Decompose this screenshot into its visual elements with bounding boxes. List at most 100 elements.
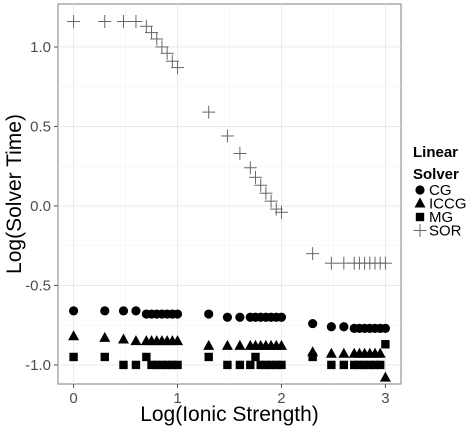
point-cg	[380, 323, 391, 333]
y-tick-label: 0.5	[30, 118, 51, 135]
point-mg	[152, 360, 161, 370]
point-sor	[324, 256, 338, 270]
point-mg	[308, 352, 317, 362]
point-iccg	[68, 330, 80, 341]
point-mg	[277, 360, 286, 370]
point-sor	[306, 247, 320, 261]
point-iccg	[325, 347, 337, 358]
point-mg	[355, 360, 364, 370]
data-points	[67, 14, 392, 382]
point-cg	[118, 306, 129, 316]
point-mg	[360, 360, 369, 370]
point-cg	[68, 306, 79, 316]
point-mg	[251, 352, 260, 362]
y-tick-label: -0.5	[25, 277, 51, 294]
point-mg	[119, 360, 128, 370]
point-mg	[142, 352, 151, 362]
point-sor	[254, 178, 268, 192]
legend-label-sor: SOR	[429, 223, 462, 240]
point-mg	[376, 360, 385, 370]
point-sor	[233, 146, 247, 160]
point-mg	[327, 360, 336, 370]
axis-ticks: 0 1 2 3 -1.0 -0.5 0.0 0.5 1.0	[25, 39, 389, 407]
point-iccg	[203, 339, 215, 350]
point-mg	[261, 360, 271, 370]
x-tick-label: 3	[381, 390, 389, 407]
point-iccg	[379, 371, 391, 382]
point-sor	[171, 61, 185, 75]
y-tick-label: -1.0	[25, 357, 51, 374]
point-iccg	[275, 339, 287, 350]
point-cg	[308, 318, 318, 329]
point-iccg	[172, 335, 184, 346]
point-mg	[204, 352, 213, 362]
point-mg	[147, 360, 156, 370]
legend-key-iccg	[414, 197, 426, 208]
point-mg	[69, 352, 78, 362]
point-mg	[365, 360, 375, 370]
point-cg	[276, 312, 287, 322]
point-mg	[266, 360, 276, 370]
point-cg	[222, 312, 233, 322]
point-iccg	[338, 347, 350, 358]
point-sor	[129, 14, 143, 28]
legend-label-cg: CG	[429, 182, 452, 199]
y-tick-label: 1.0	[30, 39, 51, 56]
point-iccg	[221, 339, 233, 350]
point-mg	[100, 352, 109, 362]
point-sor	[160, 46, 174, 60]
point-cg	[172, 309, 183, 319]
point-sor	[67, 14, 81, 28]
legend-title-line1: Linear	[413, 144, 458, 161]
point-sor	[243, 161, 257, 175]
point-mg	[157, 360, 167, 370]
x-axis-title: Log(Ionic Strength)	[140, 403, 319, 426]
x-tick-label: 0	[69, 390, 77, 407]
point-mg	[272, 360, 281, 370]
legend-key-cg	[415, 185, 425, 195]
point-mg	[173, 360, 182, 370]
point-iccg	[374, 347, 386, 358]
point-cg	[131, 306, 141, 316]
legend-label-mg: MG	[429, 209, 453, 226]
point-sor	[98, 14, 112, 28]
point-mg	[350, 360, 359, 370]
point-sor	[202, 105, 216, 119]
point-sor	[378, 256, 392, 270]
point-cg	[100, 306, 110, 316]
point-cg	[326, 322, 336, 332]
point-sor	[116, 14, 130, 28]
point-sor	[259, 186, 273, 200]
point-cg	[339, 322, 349, 332]
point-mg	[339, 360, 349, 370]
point-cg	[235, 312, 245, 322]
y-axis-title: Log(Solver Time)	[3, 114, 26, 274]
point-iccg	[234, 339, 246, 350]
legend-title-line2: Solver	[413, 166, 459, 183]
point-mg	[131, 360, 141, 370]
point-sor	[139, 19, 153, 33]
legend-label-iccg: ICCG	[429, 196, 467, 213]
point-sor	[165, 54, 179, 68]
point-sor	[150, 32, 164, 46]
point-sor	[145, 26, 159, 40]
point-iccg	[117, 333, 129, 344]
point-mg	[381, 340, 390, 349]
point-sor	[264, 194, 278, 208]
point-sor	[269, 202, 283, 216]
point-mg	[235, 360, 245, 370]
point-cg	[204, 309, 214, 319]
point-sor	[274, 205, 288, 219]
point-mg	[162, 360, 172, 370]
point-iccg	[130, 335, 142, 346]
legend-key-mg	[415, 212, 425, 222]
point-sor	[248, 170, 262, 184]
point-mg	[246, 360, 255, 370]
point-mg	[223, 360, 232, 370]
point-mg	[256, 360, 265, 370]
legend-key-sor	[413, 224, 427, 237]
point-mg	[370, 360, 380, 370]
point-mg	[168, 360, 177, 370]
